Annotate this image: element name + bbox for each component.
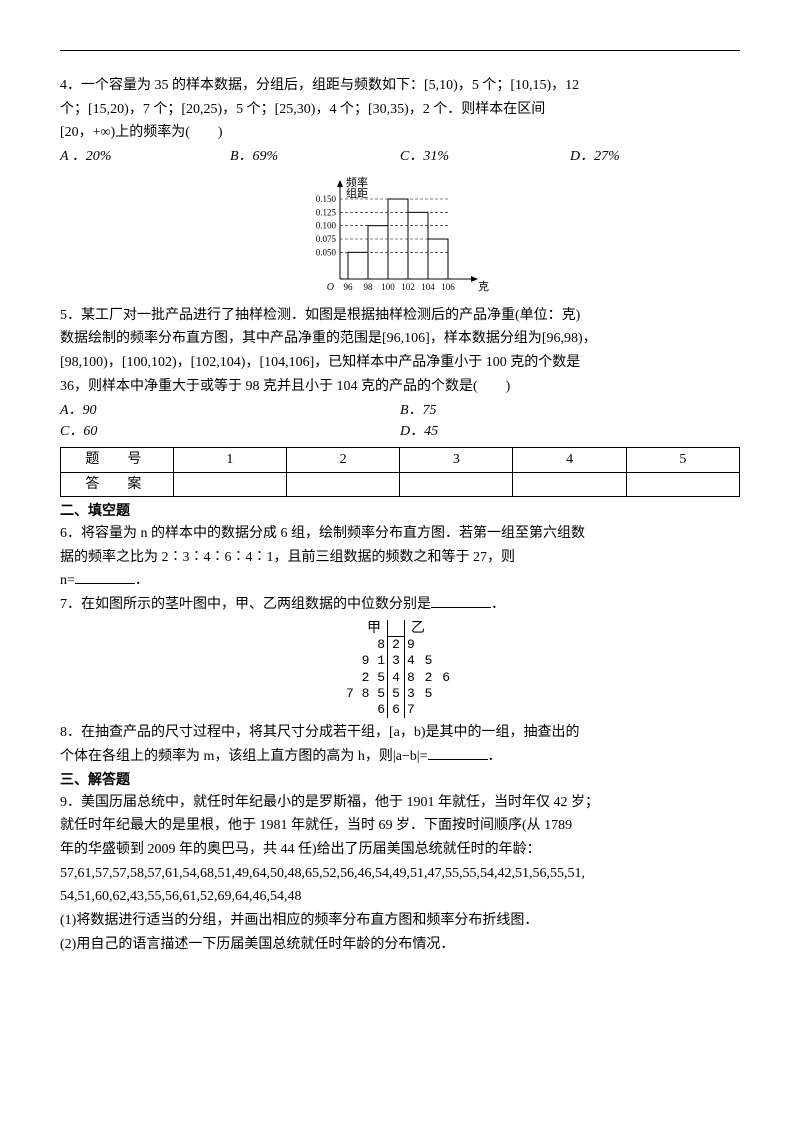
q4-opt-d: D．27% (570, 146, 740, 168)
svg-text:克: 克 (478, 280, 489, 293)
stem-leaf-figure: 甲乙8299 134 52 548 2 67 8 553 5667 (60, 620, 740, 719)
content: 4．一个容量为 35 的样本数据，分组后，组距与频数如下：[5,10)，5 个；… (60, 75, 740, 955)
q7-text: 7．在如图所示的茎叶图中，甲、乙两组数据的中位数分别是 (60, 597, 431, 612)
ans-cell-3 (400, 472, 513, 497)
q8-period: ． (488, 749, 502, 764)
ans-cell-2 (286, 472, 399, 497)
answer-table: 题 号 1 2 3 4 5 答 案 (60, 447, 740, 497)
q8-blank (428, 759, 488, 760)
q5-line-1: 5．某工厂对一批产品进行了抽样检测．如图是根据抽样检测后的产品净重(单位：克) (60, 305, 740, 327)
q4-line-1: 4．一个容量为 35 的样本数据，分组后，组距与频数如下：[5,10)，5 个；… (60, 75, 740, 97)
ans-cell-4 (513, 472, 626, 497)
ans-col-5: 5 (626, 447, 739, 472)
answer-table-row: 答 案 (61, 472, 740, 497)
q4-opt-a: A ．20% (60, 146, 230, 168)
svg-text:0.050: 0.050 (316, 247, 337, 257)
q7-blank (431, 607, 491, 608)
q5-line-4: 36，则样本中净重大于或等于 98 克并且小于 104 克的产品的个数是( ) (60, 376, 740, 398)
q4-line-3: [20，+∞)上的频率为( ) (60, 122, 740, 144)
stem-leaf-grid: 甲乙8299 134 52 548 2 67 8 553 5667 (331, 620, 469, 719)
q9-line-2: 就任时年纪最大的是里根，他于 1981 年就任，当时 69 岁．下面按时间顺序(… (60, 815, 740, 837)
svg-text:102: 102 (401, 282, 415, 292)
svg-text:104: 104 (421, 282, 435, 292)
svg-text:106: 106 (441, 282, 455, 292)
q5-line-2: 数据绘制的频率分布直方图，其中产品净重的范围是[96,106]，样本数据分组为[… (60, 328, 740, 350)
svg-text:组距: 组距 (346, 186, 368, 200)
histogram-svg: 频率组距 0.050 0.075 0.100 0.125 0.150 96 98 100 102 1… (290, 174, 510, 299)
q5-opt-b: B．75 (400, 400, 740, 422)
answer-table-header: 题 号 1 2 3 4 5 (61, 447, 740, 472)
q9-line-1: 9．美国历届总统中，就任时年纪最小的是罗斯福，他于 1901 年就任，当时年仅 … (60, 792, 740, 814)
q9-sub-2: (2)用自己的语言描述一下历届美国总统就任时年龄的分布情况． (60, 934, 740, 956)
svg-text:0.150: 0.150 (316, 194, 337, 204)
q5-line-3: [98,100)，[100,102)，[102,104)，[104,106]，已… (60, 352, 740, 374)
q6-blank (75, 583, 135, 584)
q4-options: A ．20% B．69% C．31% D．27% (60, 146, 740, 168)
svg-text:0.075: 0.075 (316, 234, 337, 244)
q9-sub-1: (1)将数据进行适当的分组，并画出相应的频率分布直方图和频率分布折线图． (60, 910, 740, 932)
svg-text:98: 98 (364, 282, 374, 292)
q9-line-5: 54,51,60,62,43,55,56,61,52,69,64,46,54,4… (60, 886, 740, 908)
q4-opt-b: B．69% (230, 146, 400, 168)
q6-line-2: 据的频率之比为 2∶3∶4∶6∶4∶1，且前三组数据的频数之和等于 27，则 (60, 547, 740, 569)
q7-line-1: 7．在如图所示的茎叶图中，甲、乙两组数据的中位数分别是 ． (60, 594, 740, 616)
ans-cell-1 (173, 472, 286, 497)
q5-opt-c: C．60 (60, 421, 400, 443)
section-answer-heading: 三、解答题 (60, 770, 740, 792)
q8-text: 个体在各组上的频率为 m，该组上直方图的高为 h，则|a−b|= (60, 749, 428, 764)
ans-tr-label: 答 案 (61, 472, 174, 497)
svg-text:96: 96 (344, 282, 354, 292)
section-fill-heading: 二、填空题 (60, 501, 740, 523)
ans-col-1: 1 (173, 447, 286, 472)
ans-col-4: 4 (513, 447, 626, 472)
svg-text:100: 100 (381, 282, 395, 292)
q4-line-2: 个；[15,20)，7 个；[20,25)，5 个；[25,30)，4 个；[3… (60, 99, 740, 121)
ans-cell-5 (626, 472, 739, 497)
top-ruler (60, 50, 740, 51)
q9-line-4: 57,61,57,57,58,57,61,54,68,51,49,64,50,4… (60, 863, 740, 885)
q8-line-1: 8．在抽查产品的尺寸过程中，将其尺寸分成若干组，[a，b)是其中的一组，抽查出的 (60, 722, 740, 744)
q6-n-eq: n= (60, 573, 75, 588)
q4-opt-c: C．31% (400, 146, 570, 168)
q6-line-3: n= ． (60, 570, 740, 592)
q5-opt-d: D．45 (400, 421, 740, 443)
q5-opts-row1: A．90 B．75 (60, 400, 740, 422)
svg-text:0.125: 0.125 (316, 207, 337, 217)
q6-line-1: 6．将容量为 n 的样本中的数据分成 6 组，绘制频率分布直方图．若第一组至第六… (60, 523, 740, 545)
q5-opt-a: A．90 (60, 400, 400, 422)
svg-text:O: O (327, 282, 334, 293)
q7-period: ． (491, 597, 505, 612)
ans-th-label: 题 号 (61, 447, 174, 472)
q5-opts-row2: C．60 D．45 (60, 421, 740, 443)
ans-col-3: 3 (400, 447, 513, 472)
page: 4．一个容量为 35 的样本数据，分组后，组距与频数如下：[5,10)，5 个；… (0, 0, 800, 1132)
svg-text:频率: 频率 (346, 175, 368, 189)
svg-text:0.100: 0.100 (316, 220, 337, 230)
histogram-figure: 频率组距 0.050 0.075 0.100 0.125 0.150 96 98 100 102 1… (60, 174, 740, 299)
q8-line-2: 个体在各组上的频率为 m，该组上直方图的高为 h，则|a−b|= ． (60, 746, 740, 768)
q9-line-3: 年的华盛顿到 2009 年的奥巴马，共 44 任)给出了历届美国总统就任时的年龄… (60, 839, 740, 861)
q6-period: ． (135, 573, 149, 588)
ans-col-2: 2 (286, 447, 399, 472)
